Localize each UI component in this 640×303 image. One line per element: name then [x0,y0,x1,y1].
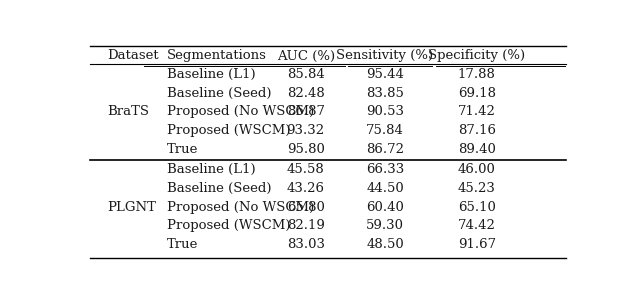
Text: 93.32: 93.32 [287,124,324,137]
Text: 83.85: 83.85 [366,87,404,100]
Text: True: True [167,238,198,251]
Text: 59.30: 59.30 [366,219,404,232]
Text: 83.03: 83.03 [287,238,324,251]
Text: Baseline (Seed): Baseline (Seed) [167,182,271,195]
Text: 91.67: 91.67 [458,238,496,251]
Text: Segmentations: Segmentations [167,49,267,62]
Text: 44.50: 44.50 [366,182,404,195]
Text: Baseline (Seed): Baseline (Seed) [167,87,271,100]
Text: Proposed (WSCM): Proposed (WSCM) [167,219,291,232]
Text: 87.16: 87.16 [458,124,496,137]
Text: 86.72: 86.72 [366,143,404,156]
Text: Proposed (No WSCM): Proposed (No WSCM) [167,201,314,214]
Text: True: True [167,143,198,156]
Text: 90.53: 90.53 [366,105,404,118]
Text: 46.00: 46.00 [458,163,496,176]
Text: 82.19: 82.19 [287,219,324,232]
Text: 43.26: 43.26 [287,182,324,195]
Text: Baseline (L1): Baseline (L1) [167,163,255,176]
Text: 65.10: 65.10 [458,201,496,214]
Text: 65.80: 65.80 [287,201,324,214]
Text: 48.50: 48.50 [366,238,404,251]
Text: Dataset: Dataset [108,49,159,62]
Text: PLGNT: PLGNT [108,201,156,214]
Text: 71.42: 71.42 [458,105,496,118]
Text: 95.80: 95.80 [287,143,324,156]
Text: 86.87: 86.87 [287,105,324,118]
Text: 89.40: 89.40 [458,143,496,156]
Text: Proposed (No WSCM): Proposed (No WSCM) [167,105,314,118]
Text: 60.40: 60.40 [366,201,404,214]
Text: 82.48: 82.48 [287,87,324,100]
Text: 45.58: 45.58 [287,163,324,176]
Text: 75.84: 75.84 [366,124,404,137]
Text: 74.42: 74.42 [458,219,496,232]
Text: BraTS: BraTS [108,105,149,118]
Text: Specificity (%): Specificity (%) [428,49,525,62]
Text: 95.44: 95.44 [366,68,404,81]
Text: Proposed (WSCM): Proposed (WSCM) [167,124,291,137]
Text: 66.33: 66.33 [366,163,404,176]
Text: 17.88: 17.88 [458,68,496,81]
Text: 45.23: 45.23 [458,182,496,195]
Text: AUC (%): AUC (%) [276,49,335,62]
Text: Baseline (L1): Baseline (L1) [167,68,255,81]
Text: Sensitivity (%): Sensitivity (%) [337,49,434,62]
Text: 85.84: 85.84 [287,68,324,81]
Text: 69.18: 69.18 [458,87,496,100]
